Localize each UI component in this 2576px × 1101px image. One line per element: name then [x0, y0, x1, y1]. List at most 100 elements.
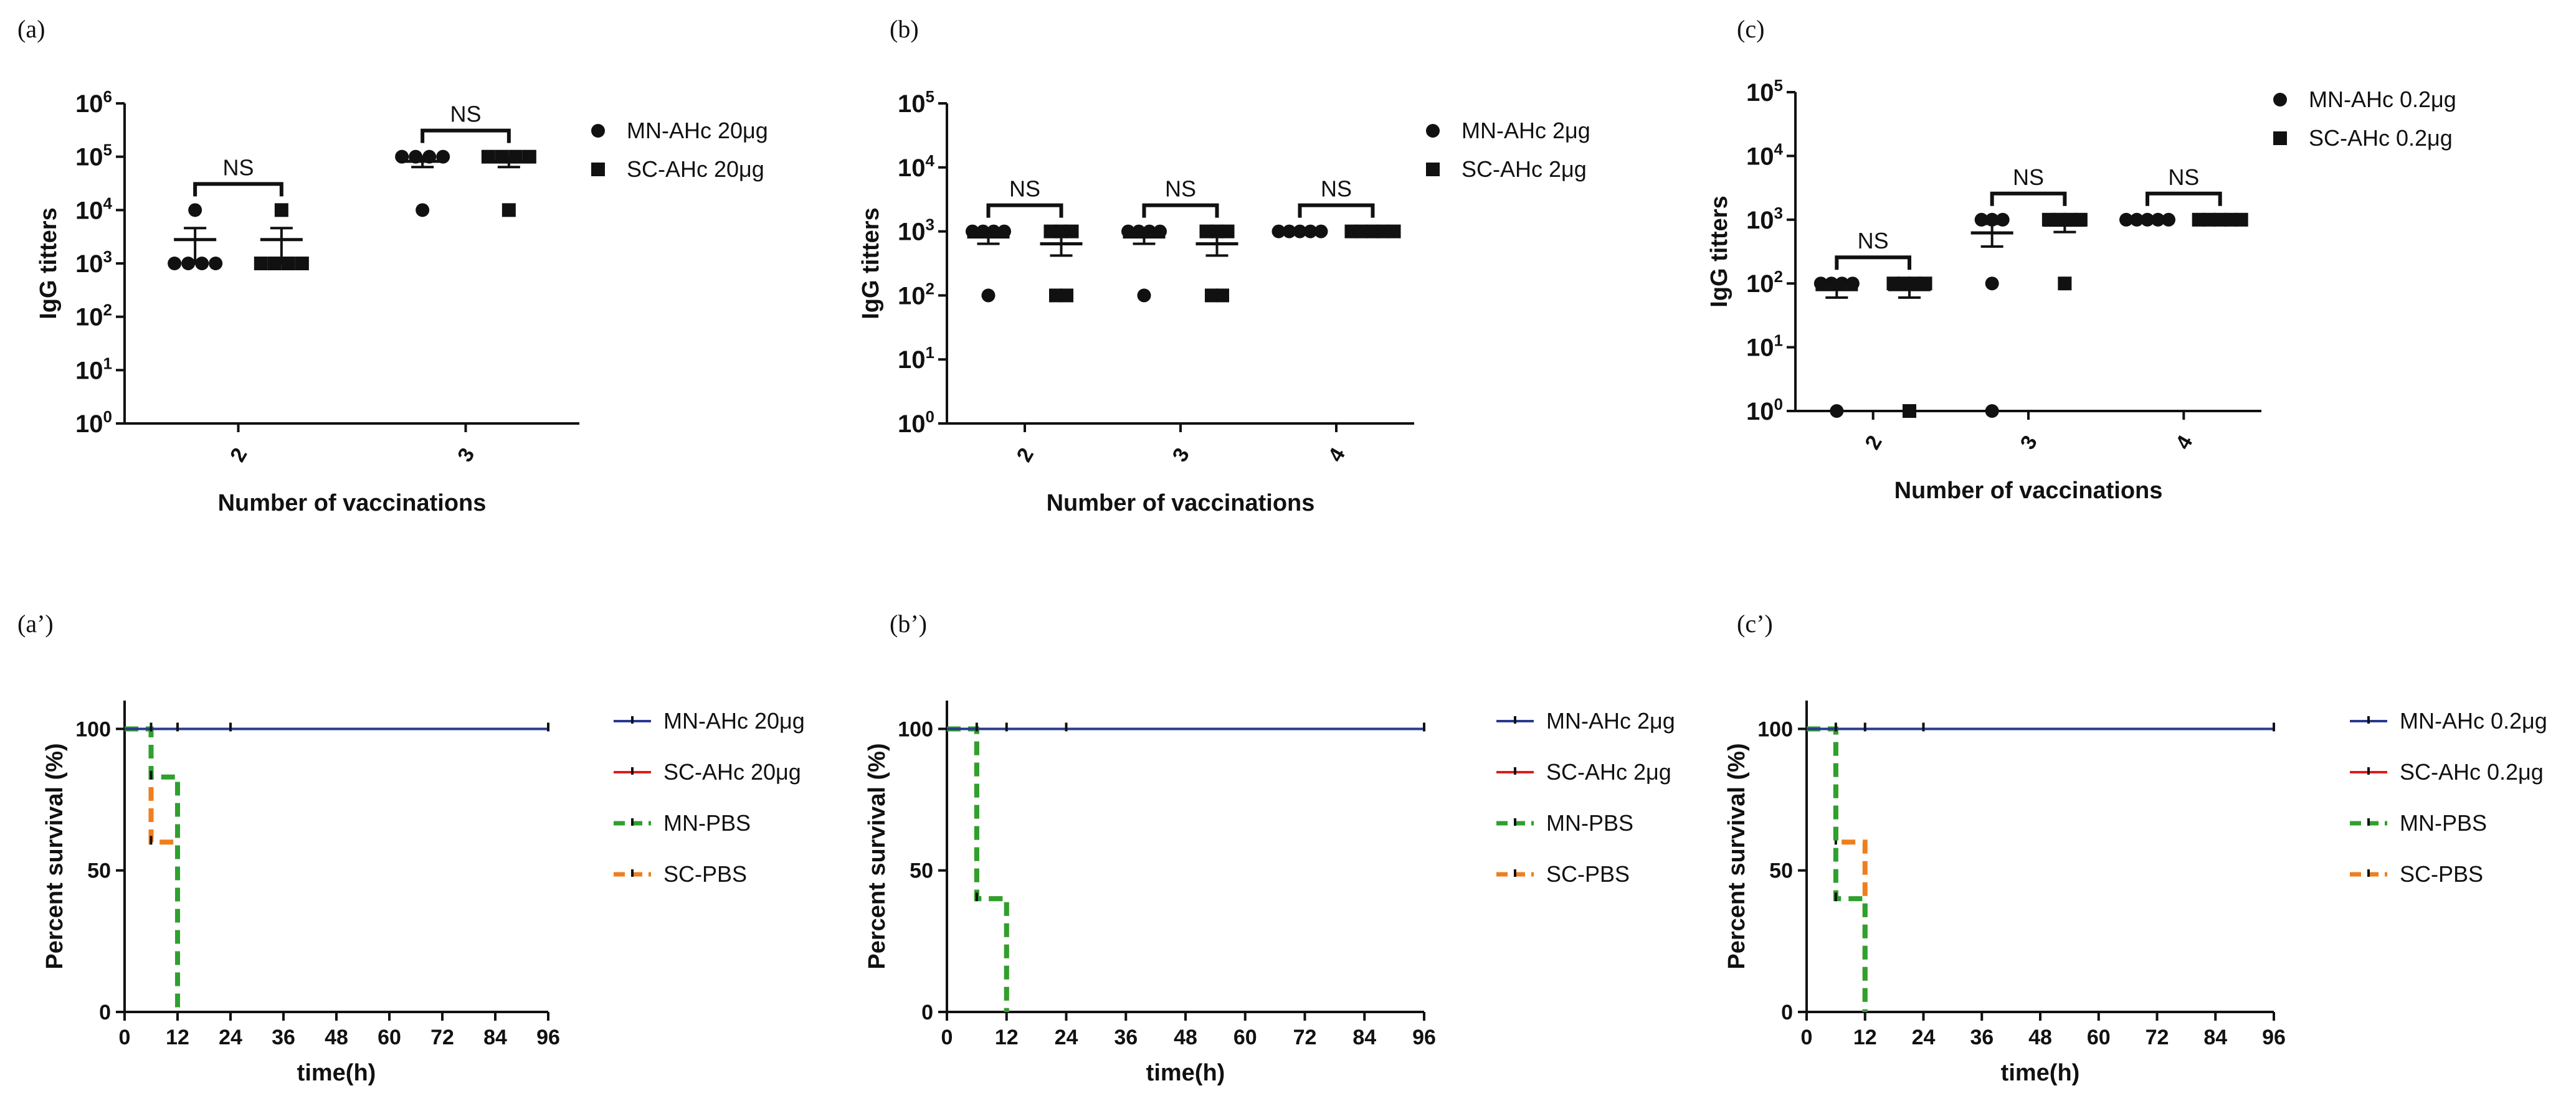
significance-bracket	[1835, 255, 1912, 270]
legend-label: SC-PBS	[1546, 861, 1630, 887]
legend-label: SC-AHc 2μg	[1461, 156, 1587, 182]
data-point	[1205, 288, 1219, 303]
significance-bracket	[986, 203, 1063, 218]
panel-label: (b)	[890, 15, 919, 43]
significance-label: NS	[2168, 164, 2199, 190]
data-point	[1886, 276, 1901, 291]
x-axis-title: time(h)	[2001, 1060, 2080, 1086]
y-tick-label: 102	[898, 279, 934, 310]
significance-label: NS	[1165, 176, 1196, 202]
y-tick-exponent: 5	[926, 87, 934, 106]
data-point	[1985, 404, 1999, 418]
x-tick-label: 24	[1912, 1026, 1936, 1049]
y-tick-label: 100	[75, 717, 111, 741]
y-tick-label: 100	[898, 717, 933, 741]
panel-a2: (a’) 0 50 100 0 12 24 36 48 60 72 84 96 time(h) Percen…	[17, 610, 805, 1086]
x-tick-label: 84	[483, 1026, 507, 1049]
x-tick-label: 4	[1324, 444, 1350, 466]
x-tick-label: 72	[2146, 1026, 2169, 1049]
x-tick-label: 12	[995, 1026, 1019, 1049]
panel-label: (b’)	[890, 610, 927, 638]
y-tick-exponent: 6	[103, 87, 112, 106]
legend-label: SC-AHc 0.2μg	[2309, 125, 2453, 151]
significance-bracket	[193, 182, 283, 197]
data-point	[1137, 288, 1151, 303]
y-tick-label: 102	[75, 301, 112, 331]
legend-label: SC-AHc 0.2μg	[2400, 759, 2544, 785]
panel-c2: (c’) 0 50 100 0 12 24 36 48 60 72 84 96 time(h) Percen…	[1724, 610, 2547, 1086]
y-tick-exponent: 4	[926, 151, 935, 170]
panel-label: (a’)	[17, 610, 54, 638]
survival-line	[1807, 726, 1868, 1012]
data-point	[209, 257, 223, 270]
legend-marker	[2273, 93, 2287, 106]
y-tick-exponent: 0	[103, 407, 112, 426]
legend-label: MN-AHc 0.2μg	[2309, 87, 2456, 112]
x-tick-label: 96	[1412, 1026, 1436, 1049]
x-tick-label: 96	[536, 1026, 560, 1049]
legend-marker	[591, 124, 605, 138]
y-tick-label: 104	[75, 194, 113, 224]
legend-label: SC-AHc 20μg	[663, 759, 801, 785]
legend-label: SC-PBS	[2400, 861, 2483, 887]
panel-label: (c’)	[1737, 610, 1773, 638]
y-tick-label: 102	[1746, 267, 1783, 298]
x-tick-label: 36	[272, 1026, 295, 1049]
significance-label: NS	[222, 154, 254, 180]
legend-label: SC-AHc 20μg	[627, 156, 764, 182]
y-tick-label: 100	[1757, 717, 1793, 741]
legend-label: MN-AHc 20μg	[627, 118, 768, 143]
legend-label: MN-AHc 2μg	[1546, 708, 1675, 734]
x-tick-label: 12	[166, 1026, 189, 1049]
data-point	[295, 257, 309, 270]
data-point	[2041, 212, 2056, 227]
panel-label: (a)	[17, 15, 45, 43]
y-axis-title: Percent survival (%)	[864, 743, 890, 969]
x-tick-label: 72	[430, 1026, 454, 1049]
x-tick-label: 96	[2262, 1026, 2286, 1049]
data-point	[1215, 288, 1229, 303]
x-axis-title: time(h)	[297, 1060, 376, 1086]
data-point	[501, 203, 516, 217]
y-tick-exponent: 0	[1774, 395, 1783, 413]
y-axis-title: Percent survival (%)	[42, 743, 68, 969]
x-tick-label: 24	[1055, 1026, 1078, 1049]
legend-marker	[1426, 124, 1440, 138]
x-tick-label: 0	[941, 1026, 953, 1049]
x-axis-title: Number of vaccinations	[1894, 478, 2163, 504]
legend-label: MN-AHc 20μg	[663, 708, 805, 734]
y-tick-label: 105	[75, 141, 112, 171]
y-tick-exponent: 3	[926, 215, 934, 234]
x-tick-label: 36	[1970, 1026, 1994, 1049]
data-point	[2073, 212, 2088, 227]
significance-bracket	[2145, 191, 2222, 206]
y-tick-label: 101	[898, 343, 934, 374]
data-point	[1830, 404, 1844, 418]
y-tick-exponent: 4	[103, 194, 113, 212]
y-axis-title: IgG titters	[858, 207, 884, 319]
data-point	[1813, 276, 1828, 291]
data-point	[254, 257, 268, 270]
y-tick-label: 104	[898, 151, 935, 182]
y-tick-label: 103	[1746, 204, 1783, 234]
y-tick-label: 0	[99, 1001, 111, 1024]
y-axis-title: Percent survival (%)	[1724, 743, 1750, 969]
legend-label: MN-AHc 2μg	[1461, 118, 1590, 143]
data-point	[1060, 288, 1073, 303]
legend-label: MN-PBS	[1546, 810, 1633, 836]
x-tick-label: 84	[2203, 1026, 2227, 1049]
data-point	[997, 224, 1011, 239]
x-axis-title: Number of vaccinations	[1047, 490, 1315, 516]
y-tick-label: 50	[910, 859, 933, 883]
y-tick-exponent: 3	[1774, 204, 1783, 222]
legend-marker	[1426, 163, 1440, 176]
x-tick-label: 60	[2087, 1026, 2111, 1049]
y-tick-exponent: 0	[926, 407, 934, 426]
x-tick-label: 2	[226, 444, 252, 466]
significance-bracket	[1298, 203, 1375, 218]
data-point	[966, 224, 979, 239]
significance-label: NS	[450, 102, 481, 127]
x-tick-label: 48	[325, 1026, 348, 1049]
